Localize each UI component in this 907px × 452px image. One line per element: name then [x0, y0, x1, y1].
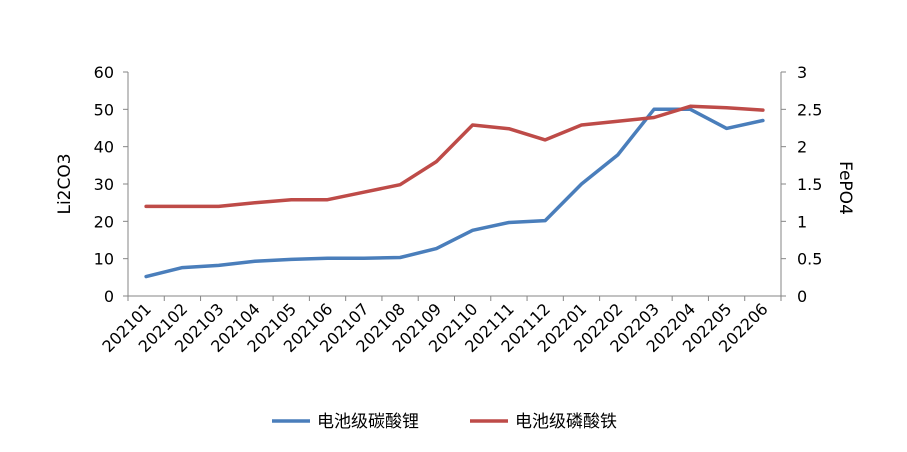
legend: 电池级碳酸锂 电池级磷酸铁 [272, 412, 617, 432]
legend-label-iron-phosphate: 电池级磷酸铁 [515, 412, 617, 432]
y-left-tick-label: 0 [104, 287, 114, 306]
y-right-tick-label: 0 [797, 287, 807, 306]
y-left-axis-title: Li2CO3 [55, 153, 75, 214]
y-right-tick-label: 0.5 [797, 250, 822, 269]
y-left-tick-label: 40 [94, 138, 114, 157]
series-line-0 [144, 107, 765, 279]
y-right-tick-label: 1.5 [797, 175, 822, 194]
y-right-tick-label: 3 [797, 63, 807, 82]
series-layer [144, 104, 765, 279]
legend-label-lithium-carbonate: 电池级碳酸锂 [317, 412, 419, 432]
y-right-tick-label: 2 [797, 138, 807, 157]
y-right-tick-label: 2.5 [797, 100, 822, 119]
series-line-1 [144, 104, 765, 209]
y-left-tick-label: 20 [94, 212, 114, 231]
y-left-tick-label: 50 [94, 100, 114, 119]
y-right-axis-title: FePO4 [835, 161, 855, 215]
y-right-tick-label: 1 [797, 212, 807, 231]
y-left-tick-label: 60 [94, 63, 114, 82]
y-left-tick-label: 30 [94, 175, 114, 194]
y-left-tick-label: 10 [94, 250, 114, 269]
